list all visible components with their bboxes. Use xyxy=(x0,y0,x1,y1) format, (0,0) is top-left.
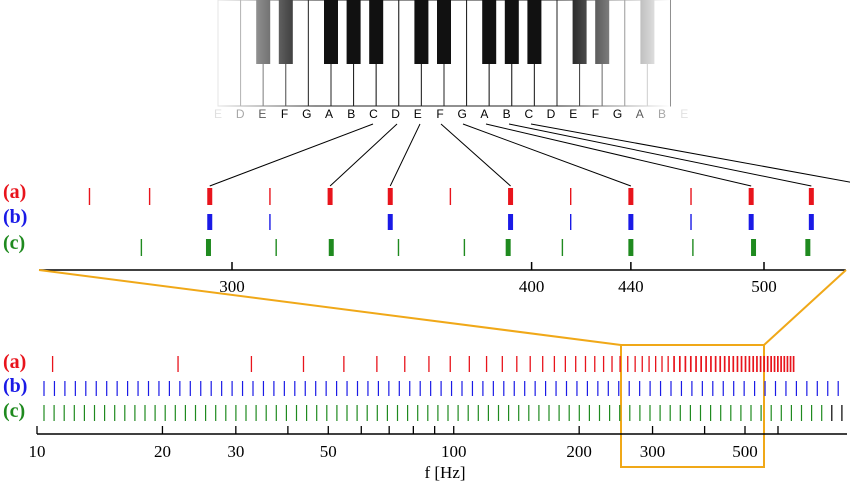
full-tick-label: 10 xyxy=(29,442,46,461)
note-label: F xyxy=(592,107,599,121)
row-label-b-zoom: (b) xyxy=(3,206,27,228)
black-key xyxy=(504,0,519,64)
note-label: B xyxy=(347,107,355,121)
zoom-box xyxy=(620,344,765,468)
note-label: G xyxy=(302,107,311,121)
note-label: B xyxy=(503,107,511,121)
note-label: E xyxy=(258,107,266,121)
key-connector xyxy=(329,123,398,187)
zoom-tick-label: 500 xyxy=(751,277,777,296)
key-connector xyxy=(209,123,374,187)
note-label: E xyxy=(680,107,688,121)
zoom-tick-label: 400 xyxy=(519,277,545,296)
keyboard-fade xyxy=(205,0,670,128)
note-label: G xyxy=(613,107,622,121)
note-label: D xyxy=(391,107,400,121)
full-tick-label: 30 xyxy=(227,442,244,461)
full-frequency-axis: 10 20 30 50 100 200 300 500 xyxy=(29,426,847,461)
x-axis-label: f [Hz] xyxy=(424,463,465,482)
key-connector xyxy=(530,123,850,183)
note-label: F xyxy=(436,107,443,121)
note-label: E xyxy=(414,107,422,121)
note-label: A xyxy=(636,107,644,121)
black-key xyxy=(369,0,384,64)
zoom-tick-label: 440 xyxy=(618,277,644,296)
full-tick-label: 500 xyxy=(732,442,758,461)
zoom-tick-label: 300 xyxy=(219,277,245,296)
key-connector xyxy=(389,123,421,187)
black-key xyxy=(437,0,451,64)
note-label: E xyxy=(569,107,577,121)
key-connector xyxy=(462,123,632,187)
note-label: F xyxy=(281,107,288,121)
black-key xyxy=(414,0,429,64)
key-connector xyxy=(485,123,752,187)
full-scale-ticks xyxy=(43,356,843,421)
note-label: G xyxy=(458,107,467,121)
black-key xyxy=(346,0,361,64)
row-label-c-full: (c) xyxy=(3,400,25,422)
row-labels: (a) (b) (c) (a) (b) (c) xyxy=(3,181,27,422)
row-label-c-zoom: (c) xyxy=(3,232,25,254)
key-connector xyxy=(508,123,812,187)
full-tick-label: 100 xyxy=(441,442,467,461)
note-label: C xyxy=(524,107,533,121)
note-label: A xyxy=(325,107,333,121)
black-key xyxy=(527,0,542,64)
full-tick-label: 200 xyxy=(566,442,592,461)
note-label: A xyxy=(480,107,488,121)
zoomed-scale-ticks xyxy=(88,188,814,256)
note-label: C xyxy=(369,107,378,121)
full-tick-label: 50 xyxy=(320,442,337,461)
note-label: E xyxy=(214,107,222,121)
full-tick-label: 20 xyxy=(154,442,171,461)
full-tick-label: 300 xyxy=(640,442,666,461)
key-connector xyxy=(440,123,511,187)
row-label-a-full: (a) xyxy=(3,351,26,373)
zoomed-frequency-axis: 300 400 440 500 xyxy=(39,262,846,296)
row-label-a-zoom: (a) xyxy=(3,181,26,203)
zoom-region xyxy=(38,269,847,468)
black-key xyxy=(482,0,497,64)
key-connector-lines xyxy=(209,123,850,187)
row-label-b-full: (b) xyxy=(3,375,27,397)
black-key xyxy=(324,0,338,64)
note-label: B xyxy=(658,107,666,121)
note-label: D xyxy=(236,107,245,121)
note-label: D xyxy=(547,107,556,121)
